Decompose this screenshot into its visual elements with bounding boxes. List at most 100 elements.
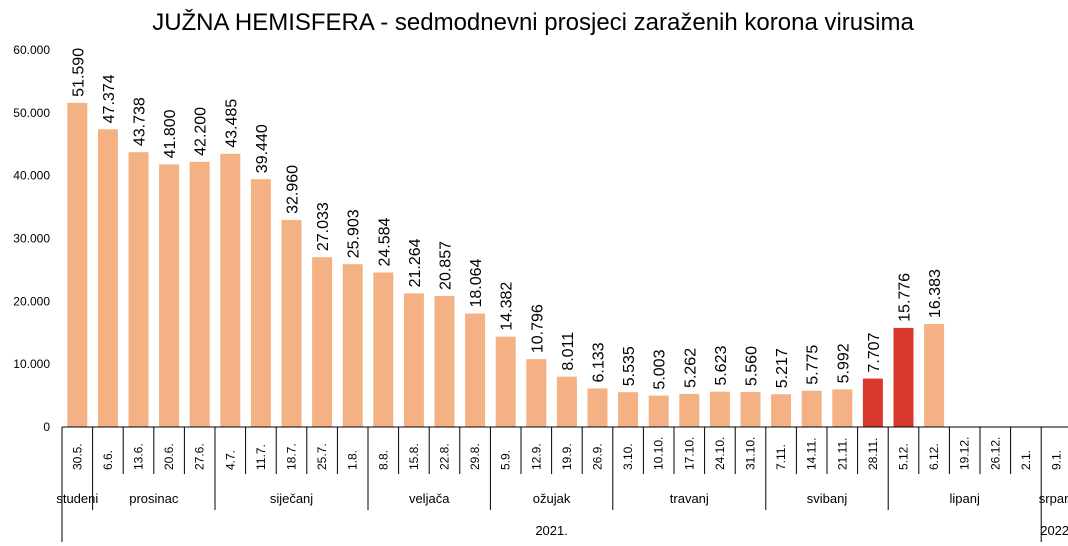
data-label: 43.738 xyxy=(132,97,149,146)
data-label: 24.584 xyxy=(376,217,393,266)
x-tick-label: 9.1. xyxy=(1050,450,1064,470)
data-label: 39.440 xyxy=(254,124,271,173)
data-label: 43.485 xyxy=(223,99,240,148)
bar xyxy=(189,161,210,428)
data-label: 8.011 xyxy=(560,332,577,371)
bar xyxy=(495,336,516,427)
month-label: lipanj xyxy=(950,491,980,506)
month-label: siječanj xyxy=(270,491,313,506)
month-label: veljača xyxy=(409,491,450,506)
data-label: 16.383 xyxy=(927,269,944,318)
chart-title: JUŽNA HEMISFERA - sedmodnevni prosjeci z… xyxy=(152,9,914,36)
bar xyxy=(801,390,822,427)
data-label: 14.382 xyxy=(499,282,516,331)
bar xyxy=(465,313,486,427)
x-tick-label: 27.6. xyxy=(193,443,207,470)
month-label: prosinac xyxy=(129,491,179,506)
y-tick-label: 50.000 xyxy=(13,106,50,120)
data-label: 5.623 xyxy=(713,346,730,386)
x-tick-label: 19.12. xyxy=(958,437,972,470)
bar xyxy=(281,219,302,427)
x-tick-label: 7.11. xyxy=(774,444,788,470)
data-label: 42.200 xyxy=(193,107,210,156)
bar xyxy=(128,152,149,427)
data-label: 5.217 xyxy=(774,348,791,388)
x-tick-label: 2.1. xyxy=(1019,450,1033,470)
data-label: 21.264 xyxy=(407,238,424,287)
bar xyxy=(679,393,700,427)
x-tick-label: 30.5. xyxy=(70,443,84,470)
bar xyxy=(373,272,394,427)
bar-highlighted xyxy=(893,327,914,427)
data-label: 5.775 xyxy=(805,345,822,385)
bar xyxy=(924,324,945,427)
data-label: 27.033 xyxy=(315,202,332,251)
x-tick-label: 12.9. xyxy=(529,443,543,470)
year-label: 2022. xyxy=(1040,523,1068,538)
bar xyxy=(526,359,547,427)
x-tick-label: 6.6. xyxy=(101,450,115,470)
bar xyxy=(159,164,180,427)
data-label: 5.560 xyxy=(744,346,761,386)
data-label: 10.796 xyxy=(529,304,546,353)
x-tick-label: 20.6. xyxy=(162,443,176,470)
bar xyxy=(771,394,792,427)
data-label: 47.374 xyxy=(101,74,118,123)
x-tick-label: 18.7. xyxy=(285,443,299,470)
month-label: studeni xyxy=(56,491,98,506)
data-label: 7.707 xyxy=(866,332,883,372)
x-tick-label: 26.9. xyxy=(591,443,605,470)
y-tick-label: 40.000 xyxy=(13,169,50,183)
x-tick-label: 14.11. xyxy=(805,438,819,470)
y-tick-label: 0 xyxy=(43,420,50,434)
data-labels: 51.590 47.374 43.738 41.800 42.200 43.485 39.4… xyxy=(70,48,944,390)
bar xyxy=(97,129,118,427)
x-tick-label: 8.8. xyxy=(376,450,390,470)
data-label: 18.064 xyxy=(468,258,485,307)
x-tick-label: 17.10. xyxy=(682,437,696,470)
bar xyxy=(556,376,577,427)
x-tick-label: 22.8. xyxy=(438,443,452,470)
bar xyxy=(250,179,271,427)
data-label: 5.003 xyxy=(652,349,669,389)
x-tick-label: 21.11. xyxy=(835,438,849,470)
bar xyxy=(648,395,669,427)
y-tick-label: 10.000 xyxy=(13,357,50,371)
x-tick-label: 28.11. xyxy=(866,438,880,470)
y-axis: 0 10.000 20.000 30.000 40.000 50.000 60.000 xyxy=(13,43,50,434)
bars xyxy=(67,102,945,428)
data-label: 51.590 xyxy=(70,48,87,97)
bar xyxy=(312,257,333,427)
data-label: 6.133 xyxy=(591,342,608,382)
x-tick-label: 6.12. xyxy=(927,443,941,470)
data-label: 25.903 xyxy=(346,209,363,258)
bar xyxy=(587,388,608,427)
month-label: srpanj xyxy=(1039,491,1068,506)
x-tick-label: 1.8. xyxy=(346,450,360,470)
x-tick-label: 26.12. xyxy=(988,437,1002,470)
x-tick-label: 15.8. xyxy=(407,443,421,470)
data-label: 5.535 xyxy=(621,346,638,386)
data-label: 20.857 xyxy=(438,241,455,290)
bar xyxy=(403,293,424,427)
bar xyxy=(220,153,241,427)
bar xyxy=(342,264,363,427)
x-tick-label: 4.7. xyxy=(223,450,237,470)
year-label: 2021. xyxy=(535,523,568,538)
x-tick-label: 10.10. xyxy=(652,437,666,470)
data-label: 41.800 xyxy=(162,109,179,158)
month-label: svibanj xyxy=(807,491,848,506)
x-tick-label: 11.7. xyxy=(254,444,268,470)
x-tick-label: 13.6. xyxy=(132,443,146,470)
month-label: ožujak xyxy=(533,491,571,506)
bar-highlighted xyxy=(862,378,883,427)
x-tick-label: 29.8. xyxy=(468,443,482,470)
y-tick-label: 30.000 xyxy=(13,232,50,246)
x-axis: 30.5. 6.6. 13.6. 20.6. 27.6. 4.7. 11.7. 18.7. 25… xyxy=(56,426,1068,542)
data-label: 15.776 xyxy=(897,273,914,322)
bar xyxy=(618,392,639,427)
data-label: 5.992 xyxy=(835,343,852,383)
month-label: travanj xyxy=(670,491,709,506)
data-label: 32.960 xyxy=(285,165,302,214)
